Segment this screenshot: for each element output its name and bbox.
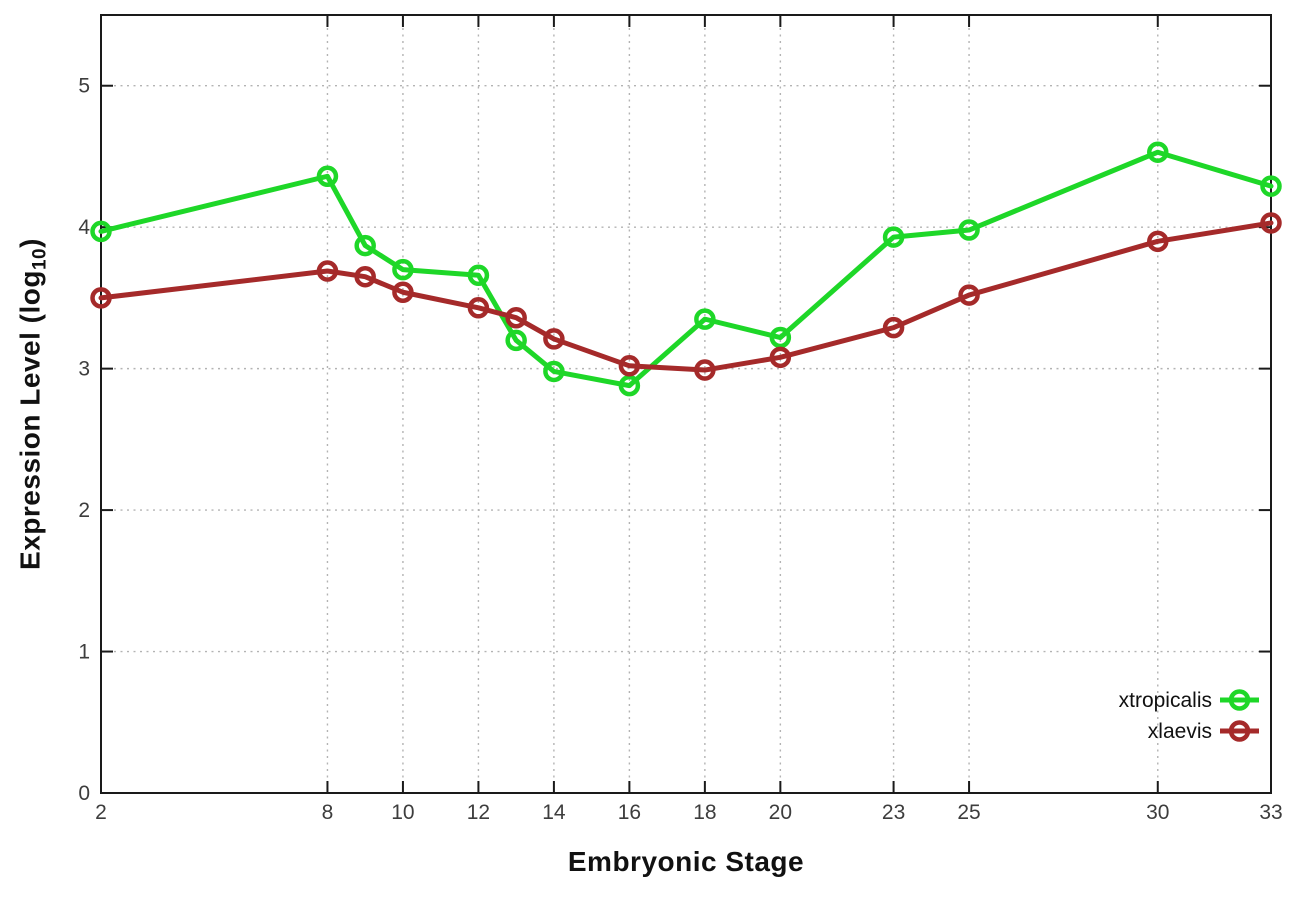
y-tick-label-5: 5 (78, 75, 90, 98)
series-xlaevis-marker-16 (618, 355, 641, 377)
legend-item-xtropicalis: xtropicalis (1119, 689, 1259, 712)
series-xtropicalis-marker-10 (392, 258, 414, 281)
series-xlaevis-marker-2 (90, 287, 112, 309)
plot-border (100, 14, 1272, 794)
legend-marker-xtropicalis (1228, 689, 1251, 711)
series-xtropicalis-line (98, 149, 1274, 389)
series-xtropicalis-marker-18 (694, 308, 716, 330)
series-xtropicalis-marker-20 (769, 326, 792, 349)
y-axis-title-suffix: ) (14, 238, 46, 248)
series-xtropicalis-marker-8 (316, 165, 339, 188)
x-tick-label-12: 12 (467, 801, 490, 824)
legend-item-xlaevis: xlaevis (1148, 720, 1259, 743)
x-tick-label-18: 18 (693, 801, 716, 824)
series-xlaevis-marker-10 (392, 281, 414, 304)
x-tick-label-20: 20 (769, 801, 792, 824)
y-axis-title-subscript: 10 (29, 247, 51, 271)
series-xtropicalis-marker-25 (958, 219, 980, 241)
series-xtropicalis-marker-9 (354, 234, 376, 257)
x-tick-label-8: 8 (322, 801, 334, 824)
series-xtropicalis-marker-12 (467, 264, 490, 287)
series-xlaevis-marker-12 (467, 297, 490, 319)
series-xtropicalis-marker-2 (90, 220, 112, 243)
series-xtropicalis-marker-13 (505, 329, 527, 352)
series-xtropicalis-marker-30 (1147, 141, 1169, 163)
series-xlaevis-marker-18 (694, 359, 716, 381)
series-xtropicalis-marker-23 (882, 226, 905, 248)
legend-marker-xlaevis (1228, 720, 1251, 742)
series-xlaevis-marker-8 (316, 260, 339, 282)
series-xlaevis-marker-13 (505, 306, 527, 329)
series-xlaevis-line (98, 220, 1274, 373)
series-xtropicalis-marker-16 (618, 374, 641, 397)
legend-label-xtropicalis: xtropicalis (1119, 689, 1212, 712)
series-xlaevis-marker-20 (769, 346, 792, 369)
y-axis-title: Expression Level (log10) (15, 238, 52, 570)
x-tick-label-14: 14 (542, 801, 566, 824)
x-tick-label-23: 23 (882, 801, 905, 824)
series-xlaevis-marker-33 (1260, 212, 1282, 234)
x-tick-label-25: 25 (957, 801, 980, 824)
series-xlaevis-marker-9 (354, 265, 376, 288)
series-xlaevis-marker-30 (1147, 230, 1169, 253)
x-axis-title: Embryonic Stage (567, 846, 805, 877)
legend-label-xlaevis: xlaevis (1148, 720, 1212, 743)
series-xlaevis-marker-23 (882, 316, 905, 339)
series-xlaevis-marker-14 (543, 328, 565, 350)
y-tick-label-1: 1 (78, 641, 90, 664)
x-tick-label-33: 33 (1259, 801, 1282, 824)
x-tick-label-10: 10 (391, 801, 414, 824)
series-xtropicalis-marker-33 (1260, 175, 1282, 197)
series-xtropicalis-marker-14 (543, 360, 565, 383)
x-tick-label-16: 16 (618, 801, 641, 824)
x-tick-label-2: 2 (95, 801, 107, 824)
y-tick-label-2: 2 (78, 499, 90, 522)
y-tick-label-3: 3 (78, 358, 90, 381)
series-xlaevis-marker-25 (958, 284, 980, 306)
y-axis-title-main: Expression Level (log (14, 270, 46, 570)
y-tick-label-0: 0 (78, 782, 90, 805)
x-tick-label-30: 30 (1146, 801, 1169, 824)
y-tick-label-4: 4 (78, 216, 90, 239)
